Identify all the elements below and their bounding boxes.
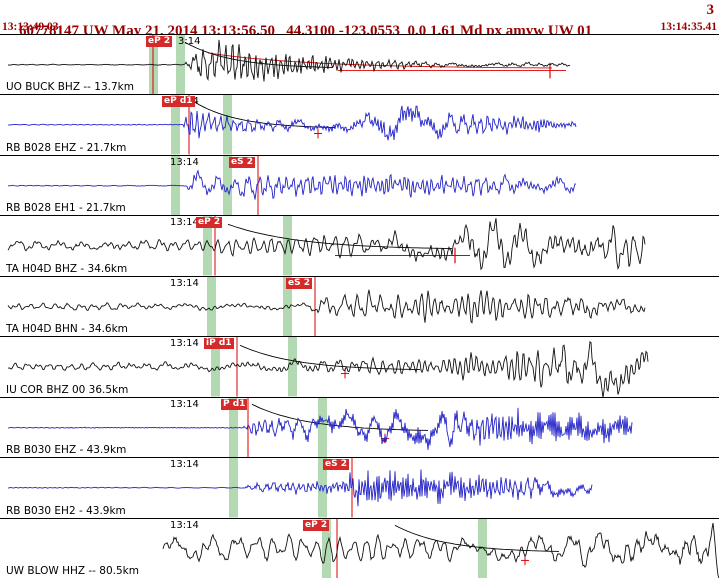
phase-pick-flag[interactable]: eP 2 <box>146 36 173 47</box>
trace-label: TA H04D BHZ - 34.6km <box>6 262 128 275</box>
phase-pick-flag[interactable]: eS 2 <box>286 277 312 289</box>
trace-label: RB B030 EH2 - 43.9km <box>6 504 126 517</box>
trace-minute-label: 13:14 <box>170 519 199 531</box>
trace-panel-b028-ehz[interactable]: 13:14 eP d1 RB B028 EHZ - 21.7km <box>0 94 719 155</box>
trace-panel-list: 3:14 eP 2 UO BUCK BHZ -- 13.7km 13:14 eP… <box>0 34 719 578</box>
trace-label: UO BUCK BHZ -- 13.7km <box>6 81 134 94</box>
trace-panel-cor-bhz[interactable]: 13:14 iP d1 IU COR BHZ 00 36.5km <box>0 336 719 397</box>
phase-pick-flag[interactable]: P d1 <box>221 398 248 410</box>
trace-minute-label: 3:14 <box>178 36 201 47</box>
waveform-plot[interactable] <box>0 155 719 216</box>
trace-minute-label: 13:14 <box>170 398 199 410</box>
trace-label: RB B028 EH1 - 21.7km <box>6 202 126 215</box>
trace-label: RB B028 EHZ - 21.7km <box>6 141 127 154</box>
waveform-plot[interactable] <box>0 276 719 337</box>
trace-panel-blow-hhz[interactable]: 13:14 eP 2 UW BLOW HHZ -- 80.5km <box>0 517 719 578</box>
waveform-plot[interactable] <box>0 35 719 95</box>
waveform-plot[interactable] <box>0 397 719 458</box>
trace-minute-label: 13:14 <box>170 156 199 168</box>
event-header: 60778147 UW May 21, 2014 13:13:56.50 44.… <box>0 0 719 39</box>
trace-panel-buck-bhz[interactable]: 3:14 eP 2 UO BUCK BHZ -- 13.7km <box>0 34 719 95</box>
trace-label: RB B030 EHZ - 43.9km <box>6 444 127 457</box>
trace-minute-label: 13:14 <box>170 338 199 350</box>
trace-minute-label: 13:14 <box>170 277 199 289</box>
phase-pick-flag[interactable]: eS 2 <box>323 459 349 471</box>
phase-pick-flag[interactable]: eS 2 <box>229 156 255 168</box>
phase-pick-flag[interactable]: eP d1 <box>162 96 195 108</box>
waveform-plot[interactable] <box>0 458 719 518</box>
window-start-time: 13:13:49.03 <box>2 21 59 33</box>
waveform-plot[interactable] <box>0 337 719 397</box>
trace-minute-label: 13:14 <box>170 217 199 229</box>
phase-pick-flag[interactable]: iP d1 <box>204 338 234 350</box>
window-end-time: 13:14:35.41 <box>660 21 717 33</box>
trace-minute-label: 13:14 <box>170 459 199 471</box>
event-header-extra: 3 <box>706 2 715 18</box>
waveform-plot[interactable] <box>0 216 719 276</box>
phase-pick-flag[interactable]: eP 2 <box>303 519 330 531</box>
trace-label: UW BLOW HHZ -- 80.5km <box>6 564 139 577</box>
time-range-bar: 13:13:49.03 13:14:35.41 <box>0 21 719 34</box>
trace-label: TA H04D BHN - 34.6km <box>6 323 128 336</box>
trace-label: IU COR BHZ 00 36.5km <box>6 383 129 396</box>
trace-panel-b030-eh2[interactable]: 13:14 eS 2 RB B030 EH2 - 43.9km <box>0 457 719 518</box>
trace-panel-b030-ehz[interactable]: 13:14 P d1 RB B030 EHZ - 43.9km <box>0 396 719 458</box>
phase-pick-flag[interactable]: eP 2 <box>196 217 223 229</box>
waveform-plot[interactable] <box>0 518 719 578</box>
trace-panel-h04d-bhz[interactable]: 13:14 eP 2 TA H04D BHZ - 34.6km <box>0 215 719 276</box>
trace-panel-h04d-bhn[interactable]: 13:14 eS 2 TA H04D BHN - 34.6km <box>0 275 719 337</box>
trace-panel-b028-eh1[interactable]: 13:14 eS 2 RB B028 EH1 - 21.7km <box>0 154 719 216</box>
